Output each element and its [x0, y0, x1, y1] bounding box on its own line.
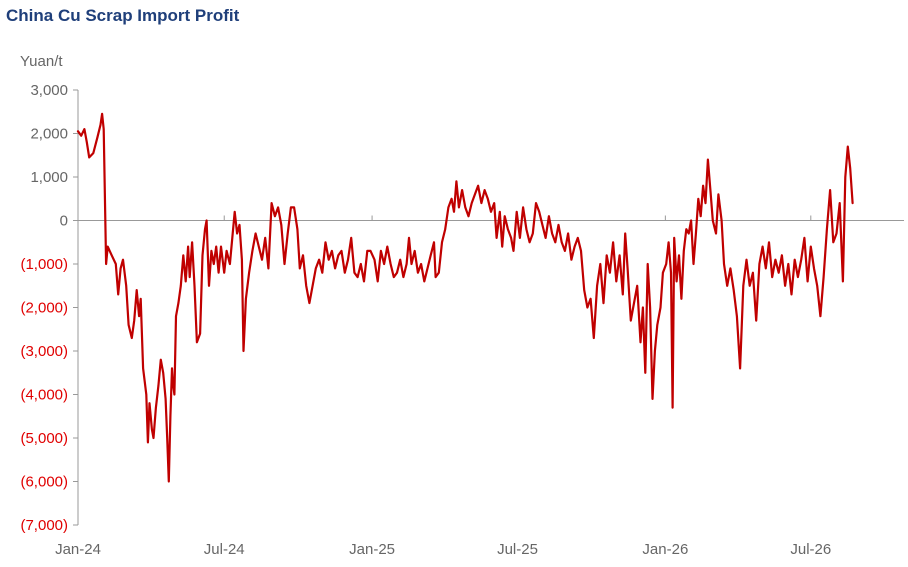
y-tick-label: (5,000)	[20, 430, 68, 447]
series-line	[76, 112, 854, 483]
y-tick-label: (6,000)	[20, 474, 68, 491]
x-tick-label: Jul-26	[790, 541, 831, 558]
chart-title: China Cu Scrap Import Profit	[6, 6, 240, 25]
y-tick-label: 0	[60, 213, 68, 230]
x-tick-label: Jan-26	[642, 541, 688, 558]
y-axis-label: Yuan/t	[20, 53, 63, 70]
x-axis: Jan-24 Jul-24 Jan-25 Jul-25 Jan-26 Jul-26	[55, 215, 904, 558]
series-group	[76, 112, 854, 483]
y-tick-label: (3,000)	[20, 343, 68, 360]
y-tick-label: 1,000	[30, 169, 68, 186]
x-tick-label: Jan-25	[349, 541, 395, 558]
x-tick-label: Jul-25	[497, 541, 538, 558]
x-tick-label: Jan-24	[55, 541, 101, 558]
y-tick-label: 3,000	[30, 82, 68, 99]
y-tick-label: (1,000)	[20, 256, 68, 273]
y-axis: 3,000 2,000 1,000 0 (1,000) (2,000) (3,000) (4,…	[20, 82, 79, 534]
y-tick-label: (7,000)	[20, 517, 68, 534]
y-tick-label: (2,000)	[20, 300, 68, 317]
y-tick-label: 2,000	[30, 126, 68, 143]
y-tick-label: (4,000)	[20, 387, 68, 404]
x-tick-label: Jul-24	[204, 541, 245, 558]
